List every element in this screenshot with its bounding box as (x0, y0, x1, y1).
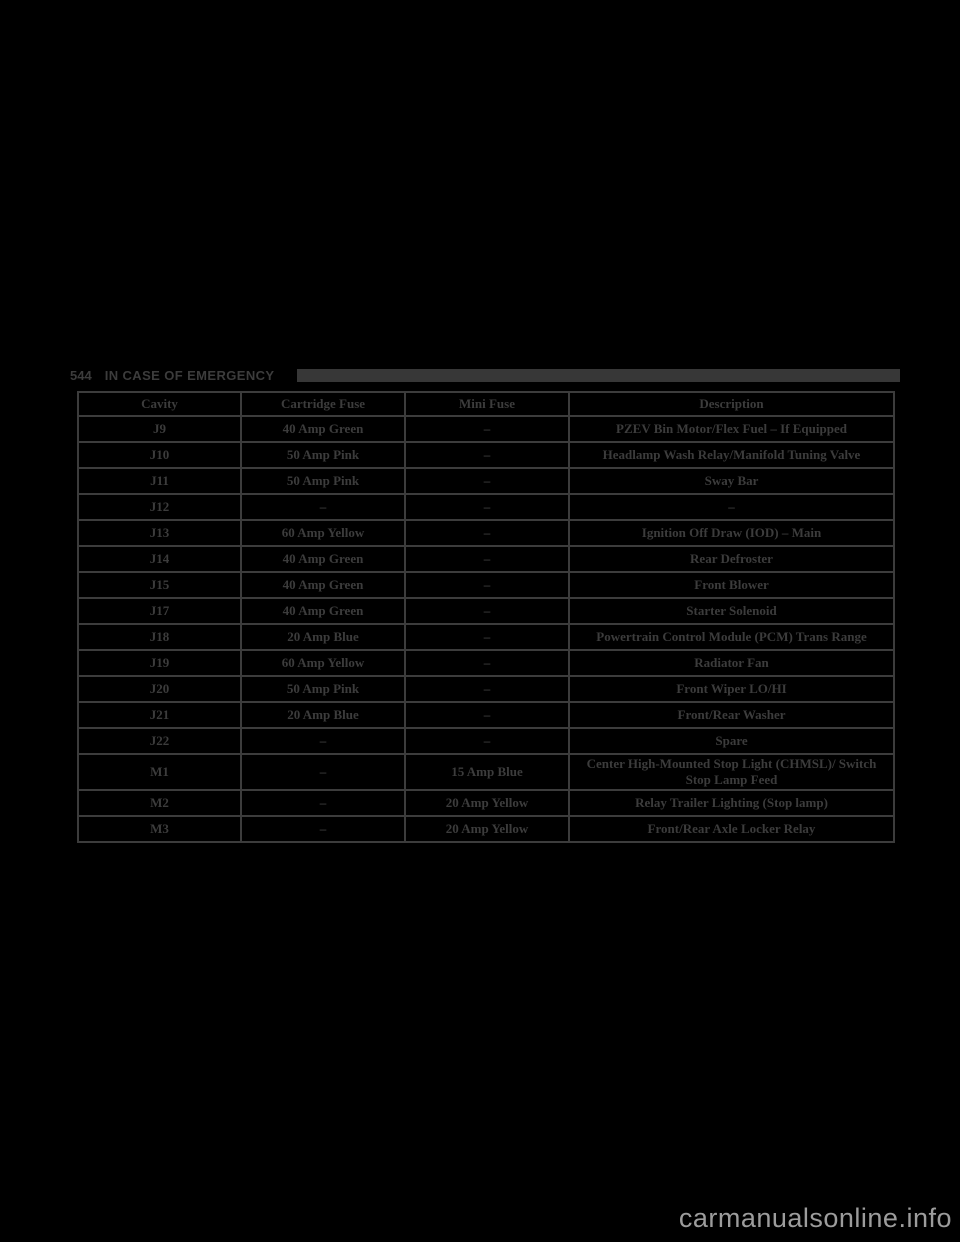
cell-cartridge-fuse: – (240, 815, 406, 843)
cell-mini-fuse: – (404, 727, 570, 755)
cell-description: Ignition Off Draw (IOD) – Main (568, 519, 895, 547)
fuse-table-head: Cavity Cartridge Fuse Mini Fuse Description (77, 391, 895, 417)
cell-description: PZEV Bin Motor/Flex Fuel – If Equipped (568, 415, 895, 443)
header-row: Cavity Cartridge Fuse Mini Fuse Description (77, 391, 895, 417)
cell-description: Starter Solenoid (568, 597, 895, 625)
cell-mini-fuse: 15 Amp Blue (404, 753, 570, 791)
cell-cavity: J12 (77, 493, 242, 521)
cell-cavity: J18 (77, 623, 242, 651)
cell-cavity: J9 (77, 415, 242, 443)
cell-cavity: J15 (77, 571, 242, 599)
cell-mini-fuse: – (404, 571, 570, 599)
cell-cartridge-fuse: 50 Amp Pink (240, 467, 406, 495)
cell-cavity: J19 (77, 649, 242, 677)
cell-mini-fuse: 20 Amp Yellow (404, 789, 570, 817)
cell-description: Rear Defroster (568, 545, 895, 573)
cell-cartridge-fuse: 40 Amp Green (240, 415, 406, 443)
cell-description: Relay Trailer Lighting (Stop lamp) (568, 789, 895, 817)
cell-mini-fuse: – (404, 545, 570, 573)
cell-description: Sway Bar (568, 467, 895, 495)
page-header: 544 IN CASE OF EMERGENCY (70, 366, 900, 384)
column-header: Cavity (77, 391, 242, 417)
cell-cavity: J10 (77, 441, 242, 469)
column-header: Description (568, 391, 895, 417)
cell-mini-fuse: 20 Amp Yellow (404, 815, 570, 843)
cell-description: Center High-Mounted Stop Light (CHMSL)/ … (568, 753, 895, 791)
table-row: M1–15 Amp Blue Center High-Mounted Stop L… (77, 753, 895, 791)
table-row: J18 20 Amp Blue – Powertrain Control Module… (77, 623, 895, 651)
cell-cavity: J21 (77, 701, 242, 729)
column-header: Cartridge Fuse (240, 391, 406, 417)
watermark: carmanualsonline.info (678, 1203, 952, 1233)
cell-description: Front Wiper LO/HI (568, 675, 895, 703)
cell-cartridge-fuse: 50 Amp Pink (240, 441, 406, 469)
cell-mini-fuse: – (404, 519, 570, 547)
cell-cavity: J11 (77, 467, 242, 495)
table-row: J9 40 Amp Green – PZEV Bin Motor/Flex Fuel … (77, 415, 895, 443)
table-row: J11 50 Amp Pink – Sway Bar (77, 467, 895, 495)
table-row: J22– – Spare (77, 727, 895, 755)
cell-mini-fuse: – (404, 415, 570, 443)
cell-mini-fuse: – (404, 493, 570, 521)
table-row: M2–20 Amp Yellow Relay Trailer Lighting (… (77, 789, 895, 817)
cell-mini-fuse: – (404, 649, 570, 677)
cell-cavity: J13 (77, 519, 242, 547)
table-row: J14 40 Amp Green – Rear Defroster (77, 545, 895, 573)
cell-description: Front/Rear Axle Locker Relay (568, 815, 895, 843)
page-number: 544 (70, 367, 92, 383)
cell-mini-fuse: – (404, 675, 570, 703)
table-row: M3–20 Amp Yellow Front/Rear Axle Locker R… (77, 815, 895, 843)
table-row: J12– – – (77, 493, 895, 521)
cell-description: Spare (568, 727, 895, 755)
cell-mini-fuse: – (404, 441, 570, 469)
cell-cavity: M2 (77, 789, 242, 817)
table-row: J13 60 Amp Yellow – Ignition Off Draw (IOD)… (77, 519, 895, 547)
cell-cavity: J22 (77, 727, 242, 755)
cell-description: Front/Rear Washer (568, 701, 895, 729)
table-row: J10 50 Amp Pink – Headlamp Wash Relay/Manif… (77, 441, 895, 469)
cell-description: Radiator Fan (568, 649, 895, 677)
fuse-table: Cavity Cartridge Fuse Mini Fuse Description… (77, 391, 895, 843)
cell-cartridge-fuse: – (240, 727, 406, 755)
cell-mini-fuse: – (404, 597, 570, 625)
cell-cartridge-fuse: 40 Amp Green (240, 571, 406, 599)
cell-description: – (568, 493, 895, 521)
table-row: J15 40 Amp Green – Front Blower (77, 571, 895, 599)
cell-cartridge-fuse: 20 Amp Blue (240, 701, 406, 729)
cell-mini-fuse: – (404, 623, 570, 651)
header-rule-bar (296, 368, 900, 382)
cell-cartridge-fuse: 60 Amp Yellow (240, 519, 406, 547)
cell-cartridge-fuse: – (240, 493, 406, 521)
table-row: J21 20 Amp Blue – Front/Rear Washer (77, 701, 895, 729)
cell-cartridge-fuse: 50 Amp Pink (240, 675, 406, 703)
cell-cavity: J17 (77, 597, 242, 625)
cell-description: Powertrain Control Module (PCM) Trans Ra… (568, 623, 895, 651)
section-title: IN CASE OF EMERGENCY (104, 367, 275, 383)
cell-cartridge-fuse: 60 Amp Yellow (240, 649, 406, 677)
cell-cartridge-fuse: – (240, 789, 406, 817)
cell-cavity: M1 (77, 753, 242, 791)
cell-cavity: M3 (77, 815, 242, 843)
cell-cartridge-fuse: 20 Amp Blue (240, 623, 406, 651)
cell-description: Front Blower (568, 571, 895, 599)
cell-cartridge-fuse: – (240, 753, 406, 791)
cell-cavity: J20 (77, 675, 242, 703)
cell-cavity: J14 (77, 545, 242, 573)
column-header: Mini Fuse (404, 391, 570, 417)
table-row: J20 50 Amp Pink – Front Wiper LO/HI (77, 675, 895, 703)
fuse-table-body: J9 40 Amp Green – PZEV Bin Motor/Flex Fuel … (77, 415, 895, 843)
table-row: J19 60 Amp Yellow – Radiator Fan (77, 649, 895, 677)
cell-cartridge-fuse: 40 Amp Green (240, 545, 406, 573)
cell-mini-fuse: – (404, 701, 570, 729)
cell-mini-fuse: – (404, 467, 570, 495)
cell-cartridge-fuse: 40 Amp Green (240, 597, 406, 625)
table-row: J17 40 Amp Green – Starter Solenoid (77, 597, 895, 625)
cell-description: Headlamp Wash Relay/Manifold Tuning Valv… (568, 441, 895, 469)
